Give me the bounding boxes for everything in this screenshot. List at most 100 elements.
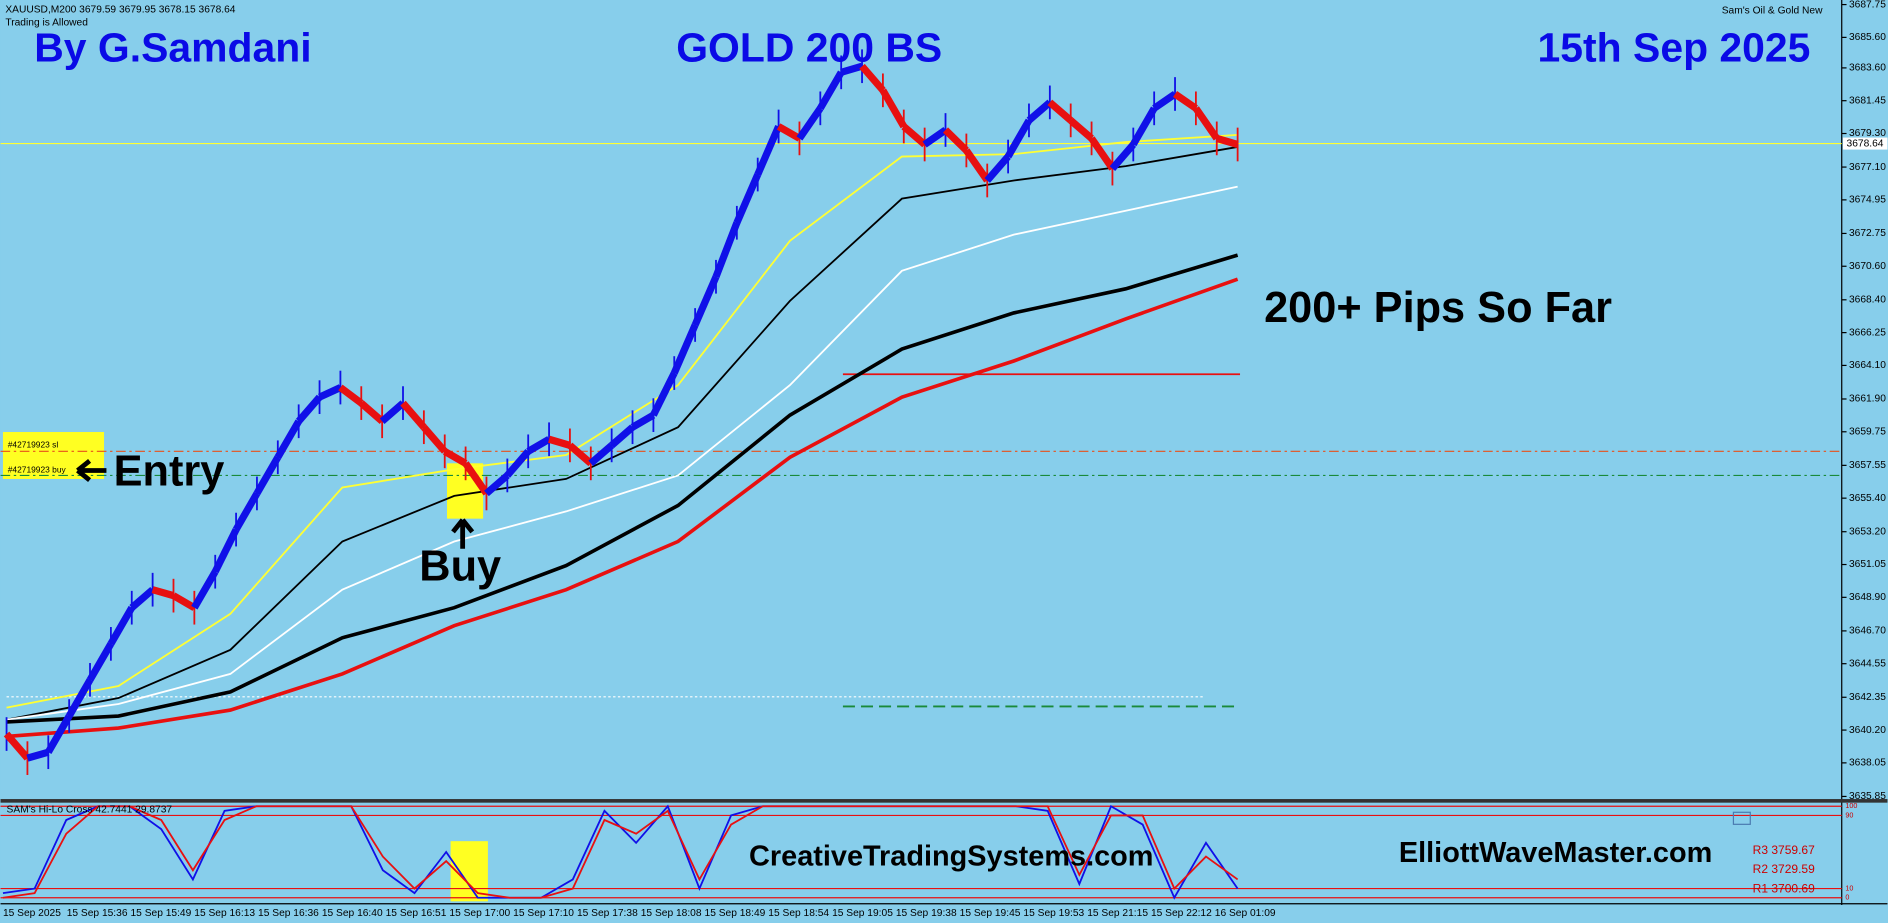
date: 15th Sep 2025 — [1538, 24, 1811, 70]
levels — [0, 142, 1842, 708]
x-tick-label: 15 Sep 17:38 — [577, 908, 638, 919]
price-segment — [588, 442, 615, 467]
x-tick-label: 15 Sep 2025 — [3, 908, 61, 919]
price-segment — [295, 394, 323, 424]
y-tick-label: 3677.10 — [1849, 162, 1886, 173]
y-tick-label: 3670.60 — [1849, 261, 1886, 272]
logo-icon — [1732, 811, 1751, 825]
entry-label: Entry — [114, 448, 225, 496]
x-tick-label: 15 Sep 15:36 — [67, 908, 128, 919]
x-tick-label: 15 Sep 16:13 — [194, 908, 255, 919]
price-segment — [754, 125, 782, 176]
y-tick-label: 3642.35 — [1849, 692, 1886, 703]
price-segment — [45, 714, 73, 754]
price-segment — [66, 678, 94, 718]
price-segment — [232, 491, 261, 532]
pivot-label: R1 3700.69 — [1753, 881, 1815, 895]
price-segment — [776, 123, 802, 142]
price-segment — [1215, 134, 1239, 148]
x-tick-label: 15 Sep 16:40 — [322, 908, 383, 919]
x-tick-label: 15 Sep 18:54 — [768, 908, 829, 919]
price-segment — [129, 586, 155, 611]
moving-average — [6, 253, 1239, 724]
y-tick-label: 3638.05 — [1849, 758, 1886, 769]
x-tick-label: 15 Sep 19:53 — [1023, 908, 1084, 919]
moving-average — [6, 277, 1239, 739]
price-segment — [442, 448, 468, 467]
price-segment — [171, 592, 197, 611]
order-buy: #42719923 buy — [8, 465, 67, 475]
price-segment — [922, 127, 948, 148]
axes: 3687.75 3685.60 3683.60 3681.45 3679.30 3677.… — [3, 0, 1888, 919]
moving-average — [6, 146, 1238, 721]
price-segment — [253, 455, 281, 496]
price-segment — [817, 70, 845, 111]
price-bars — [3, 49, 1239, 775]
symbol-line: XAUUSD,M200 3679.59 3679.95 3678.15 3678… — [5, 4, 235, 15]
price-segment — [484, 472, 510, 497]
x-tick-label: 15 Sep 18:08 — [641, 908, 702, 919]
x-tick-label: 15 Sep 16:36 — [258, 908, 319, 919]
x-tick-label: 15 Sep 19:45 — [960, 908, 1021, 919]
title: GOLD 200 BS — [676, 24, 942, 70]
y-tick-label: 3661.90 — [1849, 394, 1886, 405]
pips-note: 200+ Pips So Far — [1264, 284, 1612, 332]
price-segment — [86, 642, 115, 682]
y-tick-label: 3668.40 — [1849, 295, 1886, 306]
price-segment — [1109, 142, 1137, 171]
price-segment — [650, 371, 678, 417]
y-tick-label: 3651.05 — [1849, 559, 1886, 570]
price-segment — [567, 442, 594, 467]
site-elliott: ElliottWaveMaster.com — [1399, 837, 1712, 869]
x-tick-label: 15 Sep 17:10 — [513, 908, 574, 919]
site-creative: CreativeTradingSystems.com — [749, 841, 1153, 873]
y-tick-label: 3681.45 — [1849, 95, 1886, 106]
price-segment — [796, 106, 824, 141]
price-segment — [421, 424, 448, 454]
y-tick-label: 3657.55 — [1849, 460, 1886, 471]
price-segment — [1192, 106, 1220, 141]
price-segment — [526, 436, 551, 455]
y-tick-label: 3687.75 — [1849, 0, 1886, 10]
price-segment — [712, 221, 741, 279]
price-segment — [1026, 99, 1053, 124]
y-tick-label: 3659.75 — [1849, 426, 1886, 437]
price-segment — [3, 731, 31, 761]
panel-separator — [0, 799, 1888, 803]
price-segment — [1047, 99, 1074, 124]
price-segment — [379, 400, 406, 424]
x-tick-label: 15 Sep 19:05 — [832, 908, 893, 919]
x-tick-label: 15 Sep 16:51 — [386, 908, 447, 919]
price-segment — [859, 63, 886, 93]
moving-averages — [6, 133, 1239, 739]
y-tick-label: 3653.20 — [1849, 526, 1886, 537]
price-segment — [462, 461, 490, 496]
pivot-label: R2 3729.59 — [1753, 862, 1815, 876]
price-segment — [1068, 117, 1094, 142]
price-segment — [879, 88, 907, 129]
price-segment — [211, 527, 240, 574]
pivot-label: R3 3759.67 — [1753, 843, 1815, 857]
price-segment — [504, 448, 531, 478]
entry-arrow — [76, 459, 107, 483]
y-tick-label: 3685.60 — [1849, 32, 1886, 43]
price-segment — [733, 173, 762, 225]
current-price-label: 3678.64 — [1847, 138, 1884, 149]
y-tick-label: 3679.30 — [1849, 128, 1886, 139]
indicator-tick-label: 100 — [1845, 801, 1857, 810]
moving-average — [6, 133, 1238, 709]
x-tick-label: 16 Sep 01:09 — [1215, 908, 1276, 919]
y-tick-label: 3644.55 — [1849, 658, 1886, 669]
y-tick-label: 3674.95 — [1849, 195, 1886, 206]
price-segment — [548, 435, 571, 449]
indicator-tick-label: 10 — [1845, 883, 1853, 892]
x-tick-label: 15 Sep 18:49 — [705, 908, 766, 919]
ea-name: Sam's Oil & Gold New — [1722, 6, 1823, 17]
buy-arrow — [451, 518, 475, 549]
price-segment — [691, 275, 720, 327]
x-tick-label: 15 Sep 15:49 — [131, 908, 192, 919]
price-segment — [1088, 136, 1116, 171]
price-segment — [1130, 106, 1158, 147]
